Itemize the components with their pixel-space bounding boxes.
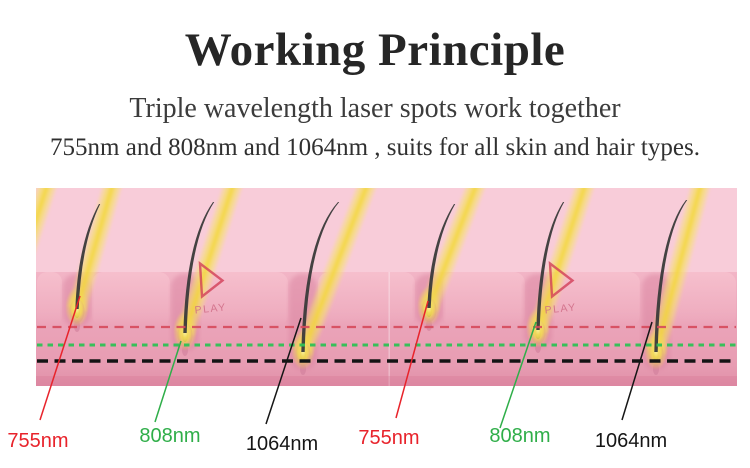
- laser-beam: [645, 188, 717, 355]
- wavelength-label-1064nm: 1064nm: [595, 430, 667, 452]
- play-watermark[interactable]: PLAY: [194, 260, 227, 317]
- follicle-755nm: [63, 188, 130, 332]
- wavelength-label-808nm: 808nm: [489, 425, 550, 447]
- wavelength-label-755nm: 755nm: [7, 430, 68, 452]
- tile-seam: [388, 272, 390, 386]
- subtitle: Triple wavelength laser spots work toget…: [129, 93, 621, 125]
- hair-strand: [301, 202, 340, 352]
- follicle-808nm: [524, 188, 602, 353]
- leader-line-808nm: [499, 321, 537, 429]
- leader-line-755nm: [395, 300, 429, 419]
- epidermis-mounds: [37, 272, 736, 326]
- laser-beam: [418, 188, 494, 312]
- laser-beam: [527, 188, 602, 334]
- hair-strand: [183, 202, 215, 333]
- play-watermark-label: PLAY: [544, 301, 577, 316]
- deep-tissue-strip: [36, 376, 737, 386]
- follicle-1064nm: [289, 188, 383, 375]
- wavelength-label-1064nm: 1064nm: [246, 433, 318, 455]
- tagline: 755nm and 808nm and 1064nm , suits for a…: [50, 133, 700, 161]
- play-icon[interactable]: [548, 260, 575, 299]
- play-watermark-label: PLAY: [194, 301, 227, 316]
- play-icon[interactable]: [198, 260, 225, 299]
- hair-strand: [536, 202, 565, 330]
- laser-beam: [36, 188, 65, 310]
- laser-beam: [292, 188, 383, 356]
- follicle-755nm: [415, 188, 494, 331]
- header: Working Principle Triple wavelength lase…: [0, 0, 750, 163]
- play-watermark[interactable]: PLAY: [544, 260, 577, 317]
- leader-line-755nm: [39, 295, 81, 421]
- skin-diagram: PLAY PLAY 755nm 808nm 1064nm 755nm 808nm…: [7, 188, 737, 455]
- leader-lines: [39, 295, 653, 429]
- leader-line-1064nm: [621, 321, 653, 421]
- laser-beam: [174, 188, 250, 337]
- wavelength-label-755nm: 755nm: [358, 427, 419, 449]
- hair-strand: [654, 200, 688, 352]
- leader-line-1064nm: [265, 317, 302, 425]
- hair-strand: [427, 204, 456, 308]
- leader-line-808nm: [154, 340, 182, 423]
- hair-strand: [75, 204, 101, 309]
- wavelength-label-808nm: 808nm: [139, 425, 200, 447]
- wavelength-labels: 755nm 808nm 1064nm 755nm 808nm 1064nm: [7, 425, 667, 455]
- laser-beam: [66, 188, 130, 313]
- follicle-808nm: [171, 188, 250, 356]
- page-title: Working Principle: [184, 24, 566, 76]
